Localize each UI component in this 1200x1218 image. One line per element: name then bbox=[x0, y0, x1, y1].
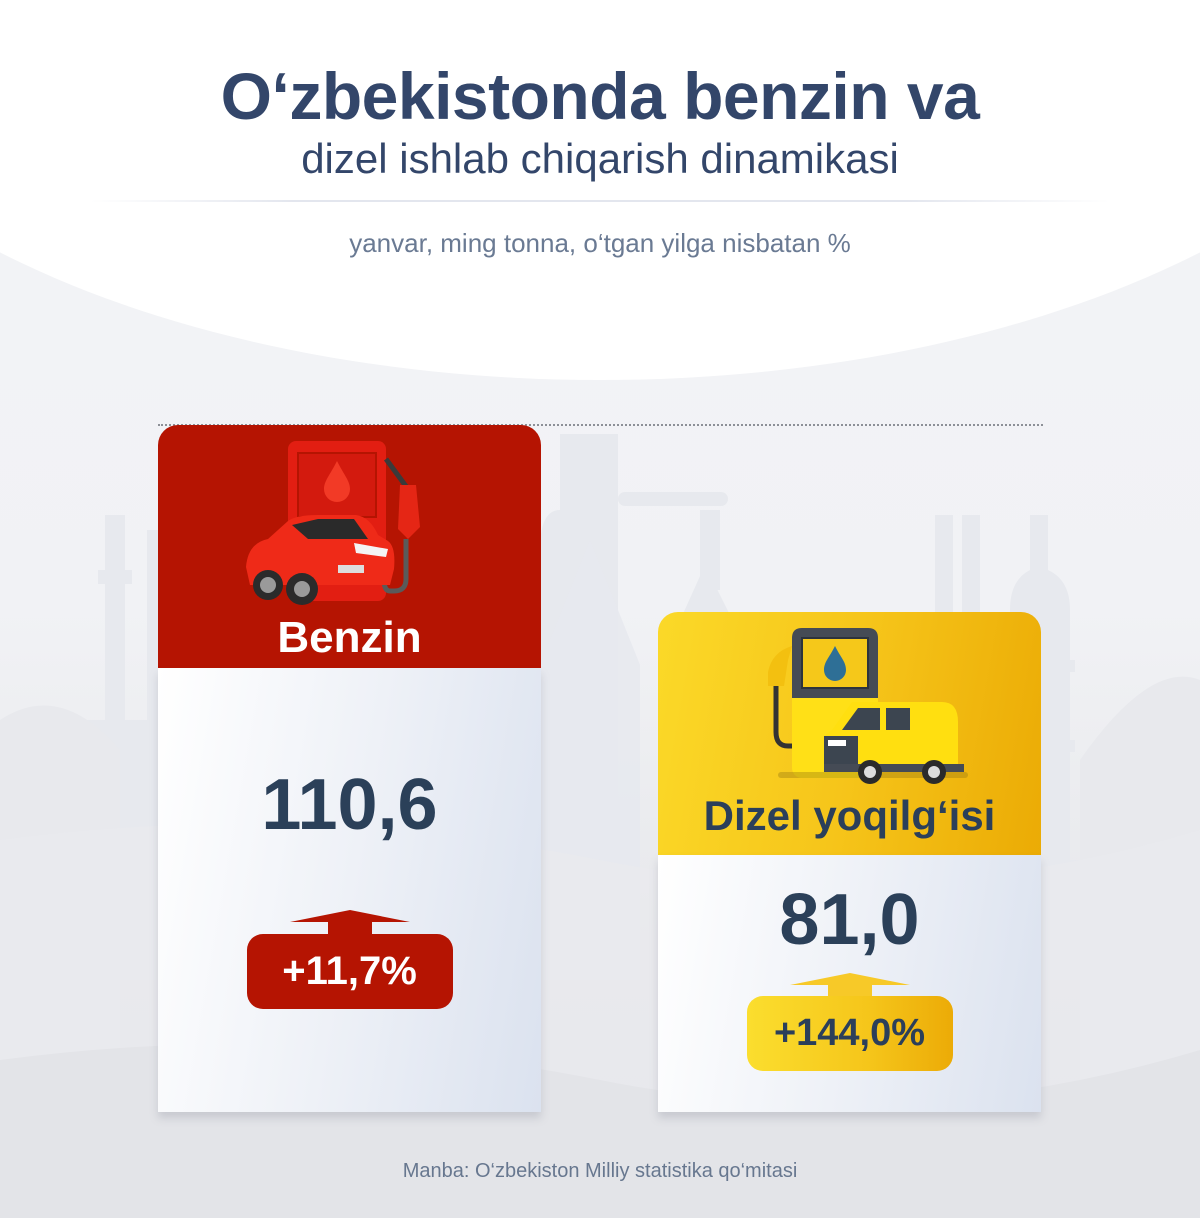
benzin-card-body: 110,6 +11,7% bbox=[158, 668, 541, 1112]
title-line-1: O‘zbekistonda benzin va bbox=[220, 59, 980, 133]
benzin-change-value: +11,7% bbox=[246, 934, 453, 1009]
benzin-card: Benzin 110,6 +11,7% bbox=[158, 425, 541, 1112]
dizel-card: Dizel yoqilg‘isi 81,0 +144,0% bbox=[658, 612, 1041, 1112]
subtitle: yanvar, ming tonna, o‘tgan yilga nisbata… bbox=[349, 228, 851, 258]
benzin-change-badge: +11,7% bbox=[246, 910, 453, 1010]
dizel-value: 81,0 bbox=[779, 880, 920, 960]
dizel-label: Dizel yoqilg‘isi bbox=[703, 792, 996, 839]
title-line-2: dizel ishlab chiqarish dinamikasi bbox=[301, 135, 899, 182]
arrow-up-icon bbox=[289, 910, 410, 936]
arrow-up-icon bbox=[789, 973, 910, 997]
benzin-card-header: Benzin bbox=[158, 425, 541, 668]
benzin-label: Benzin bbox=[277, 613, 422, 662]
source-note: Manba: O‘zbekiston Milliy statistika qo‘… bbox=[402, 1160, 798, 1182]
fuel-pump-truck-icon bbox=[768, 628, 968, 784]
dizel-change-value: +144,0% bbox=[746, 996, 953, 1071]
dizel-card-header: Dizel yoqilg‘isi bbox=[658, 612, 1041, 855]
reference-dotted-line bbox=[158, 424, 1043, 426]
dizel-change-badge: +144,0% bbox=[746, 973, 953, 1083]
dizel-card-body: 81,0 +144,0% bbox=[658, 855, 1041, 1112]
background-arc bbox=[0, 0, 1200, 380]
benzin-value: 110,6 bbox=[261, 765, 438, 845]
fuel-pump-car-icon bbox=[246, 441, 420, 605]
header-divider bbox=[90, 200, 1110, 202]
